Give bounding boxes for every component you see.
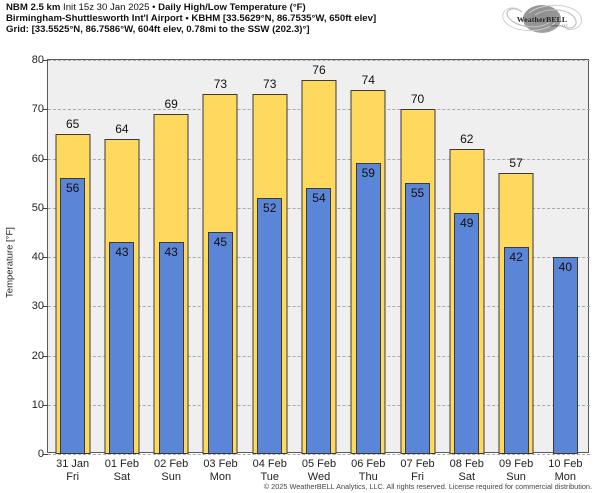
svg-text:Analytics LLC: Analytics LLC xyxy=(550,24,568,28)
